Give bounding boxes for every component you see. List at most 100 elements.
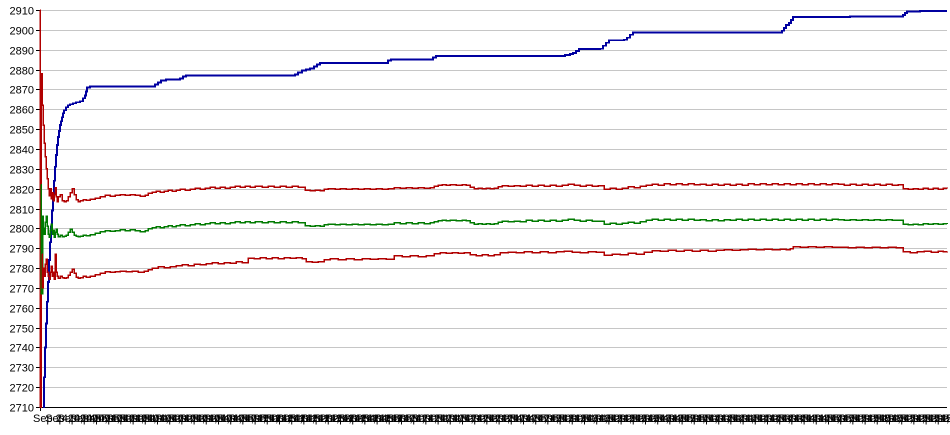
x-axis-label: Sep 24, 12:50 [484,413,553,425]
y-axis-label: 2890 [10,46,34,58]
y-axis-label: 2870 [10,85,34,97]
x-axis-label: Sep 24, 11:15 [253,413,321,425]
x-axis-label: Sep 24, 15:30 [875,413,944,425]
y-axis-label: 2740 [10,343,34,355]
x-axis-label: Sep 24, 10:40 [167,413,236,425]
x-axis-label: Sep 24, 15:05 [814,413,883,425]
y-axis-tick-labels: 2710 2720 2730 2740 2750 2760 2770 2780 2790 2800… [10,6,34,415]
x-axis-label: Sep 24, 12:10 [387,413,456,425]
x-axis-label: Sep 24, 14:10 [680,413,749,425]
x-axis-label: Sep 24, 14:05 [667,413,736,425]
y-axis-label: 2790 [10,244,34,256]
x-axis-label: Sep 24, 12:40 [460,413,529,425]
x-axis-label: Sep 24, 12:45 [472,413,541,425]
x-axis-label: Sep 24, 14:00 [655,413,724,425]
y-axis-label: 2840 [10,145,34,157]
x-axis-label: Sep 24, 12:55 [497,413,566,425]
y-axis-label: 2910 [10,6,34,18]
x-axis-label: Sep 24, 11:40 [314,413,382,425]
y-axis-label: 2760 [10,304,34,316]
x-axis-label: Sep 24, 09:50 [45,413,114,425]
y-axis-label: 2850 [10,125,34,137]
x-axis-label: Sep 24, 15:25 [863,413,932,425]
x-axis-label: Sep 24, 15:50 [924,413,950,425]
x-axis-label: Sep 24, 10:55 [204,413,273,425]
x-axis-label: Sep 24, 11:05 [228,413,296,425]
x-axis-label: Sep 24, 11:45 [326,413,394,425]
x-axis-label: Sep 24, 15:45 [911,413,950,425]
x-axis-label: Sep 24, 13:05 [521,413,590,425]
x-axis-label: Sep 24, 11:35 [301,413,369,425]
series-path-upper-red-band [39,9,948,408]
x-axis-label: Sep 24, 15:40 [899,413,950,425]
x-axis-label: Sep 24, 13:45 [619,413,688,425]
x-axis-label: Sep 24, 11:00 [216,413,284,425]
y-axis-label: 2860 [10,105,34,117]
y-axis-label: 2780 [10,264,34,276]
x-axis-label: Sep 24, 15:55 [936,413,950,425]
series-lines [39,9,948,408]
x-axis-label: Sep 24, 13:20 [558,413,627,425]
x-axis-label: Sep 24, 13:50 [631,413,700,425]
y-axis-label: 2770 [10,284,34,296]
x-axis-label: Sep 24, 12:25 [423,413,492,425]
x-axis-label: Sep 24, 10:00 [70,413,139,425]
x-axis-label: Sep 24, 14:50 [777,413,846,425]
series-path-blue-step-line [43,10,947,408]
x-axis-label: Sep 24, 15:15 [838,413,907,425]
y-axis-label: 2730 [10,363,34,375]
series-path-lower-red-band [41,245,948,289]
x-axis-label: Sep 24, 12:05 [375,413,444,425]
x-axis-label: Sep 24, 15:00 [802,413,871,425]
y-axis-label: 2900 [10,26,34,38]
x-axis-label: Sep 24, 11:30 [289,413,357,425]
x-axis-label: Sep 24, 12:35 [448,413,517,425]
x-axis-label: Sep 24, 10:50 [192,413,261,425]
x-axis-label: Sep 24, 13:25 [570,413,639,425]
x-axis-label: Sep 24, 12:20 [411,413,480,425]
x-axis-label: Sep 24, 13:15 [545,413,614,425]
x-axis-label: Sep 24, 12:30 [436,413,505,425]
x-axis-label: Sep 24, 13:00 [509,413,578,425]
y-axis-label: 2830 [10,165,34,177]
x-axis-label: Sep 24, 14:20 [704,413,773,425]
gridlines [40,10,947,388]
y-axis-label: 2800 [10,224,34,236]
x-axis-label: Sep 24, 14:55 [789,413,858,425]
series-path-green-middle-line [40,183,948,295]
x-axis-label: Sep 24, 10:10 [94,413,163,425]
y-axis-label: 2710 [10,403,34,415]
x-axis-label: Sep 24, 10:15 [106,413,175,425]
x-axis-label: Sep 24, 12:00 [362,413,431,425]
x-axis-label: Sep 24, 15:35 [887,413,950,425]
x-axis-label: Sep 24, 11:55 [350,413,418,425]
x-axis-label: Sep 24, 11:25 [277,413,345,425]
x-axis-label: Sep 24, 10:05 [82,413,151,425]
x-axis-label: Sep 24, 09:55 [57,413,126,425]
x-axis-label: Sep 24, 15:10 [826,413,895,425]
x-axis-label: Sep 24, 10:30 [143,413,212,425]
x-axis-label: Sep 24, 15:20 [850,413,919,425]
x-axis-label: Sep 24, 12:15 [399,413,468,425]
x-axis-label: Sep 24, 11:20 [265,413,333,425]
x-axis-label: Sep 24, 11:50 [338,413,406,425]
x-axis-label: Sep 24, 11:10 [240,413,308,425]
y-axis-label: 2810 [10,205,34,217]
x-axis-label: Sep 24, 10:35 [155,413,224,425]
x-axis-label: Sep 24, 13:30 [582,413,651,425]
y-axis-label: 2720 [10,383,34,395]
x-axis-label: Sep 24, 09:45 [33,413,102,425]
x-axis-label: Sep 24, 10:25 [131,413,200,425]
x-axis-label: Sep 24, 14:25 [716,413,785,425]
x-axis-label: Sep 24, 14:30 [728,413,797,425]
x-axis-label: Sep 24, 14:45 [765,413,834,425]
x-axis-label: Sep 24, 13:40 [606,413,675,425]
x-axis-label: Sep 24, 10:45 [179,413,248,425]
x-axis-label: Sep 24, 10:20 [118,413,187,425]
x-axis-label: Sep 24, 13:35 [594,413,663,425]
y-axis-label: 2880 [10,66,34,78]
x-axis-label: Sep 24, 13:55 [643,413,712,425]
x-axis-label: Sep 24, 14:40 [753,413,822,425]
